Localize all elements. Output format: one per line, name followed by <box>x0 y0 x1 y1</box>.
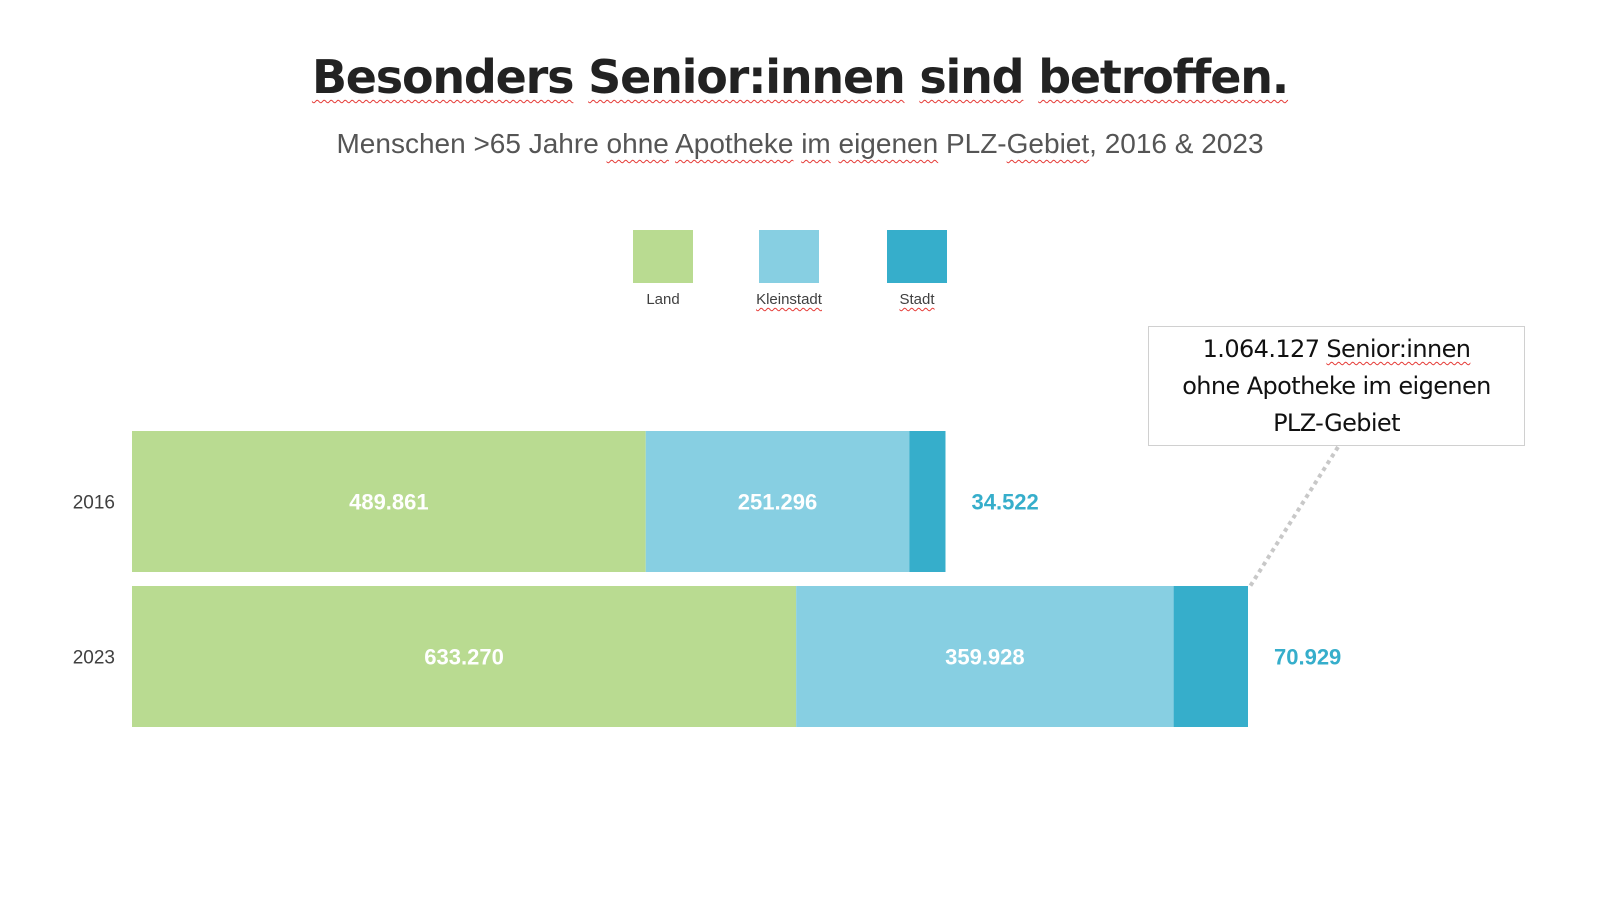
legend-item-kleinstadt: Kleinstadt <box>729 230 849 308</box>
subtitle-part: eigenen <box>838 128 939 159</box>
subtitle-part: ohne <box>606 128 669 159</box>
data-label-stadt-2023: 70.929 <box>1274 645 1341 670</box>
data-label-stadt-2016: 34.522 <box>971 490 1038 515</box>
category-label: 2023 <box>73 648 115 669</box>
bar-segment-land-2016 <box>132 431 646 572</box>
data-label-land-2023: 633.270 <box>424 645 504 670</box>
data-label-land-2016: 489.861 <box>349 490 429 515</box>
legend-label-land: Land <box>646 291 680 308</box>
title-word: sind <box>919 50 1024 104</box>
bar-segment-land-2023 <box>132 586 797 727</box>
bar-segment-stadt-2023 <box>1173 586 1248 727</box>
legend-item-stadt: Stadt <box>857 230 977 308</box>
total-callout: 1.064.127 Senior:innen ohne Apotheke im … <box>1148 326 1525 446</box>
subtitle-part: PLZ- <box>938 128 1007 159</box>
bars-group: 2016 489.861 251.296 34.522 2023 633.270 359.9… <box>73 431 1341 727</box>
legend-swatch-kleinstadt <box>759 230 819 283</box>
subtitle-part: Apotheke <box>675 128 794 159</box>
subtitle-part: im <box>801 128 831 159</box>
chart-subtitle: Menschen >65 Jahre ohne Apotheke im eige… <box>0 128 1600 160</box>
legend-item-land: Land <box>603 230 723 308</box>
callout-line-1: 1.064.127 Senior:innen <box>1149 331 1524 368</box>
callout-line-3: PLZ-Gebiet <box>1273 409 1400 437</box>
data-label-kleinstadt-2023: 359.928 <box>945 645 1025 670</box>
callout-total: 1.064.127 <box>1202 335 1320 363</box>
callout-leader-line <box>1247 445 1340 590</box>
subtitle-part: , 2016 & 2023 <box>1089 128 1264 159</box>
callout-word: Senior:innen <box>1326 335 1471 363</box>
data-label-kleinstadt-2016: 251.296 <box>738 490 818 515</box>
bar-segment-stadt-2016 <box>909 431 946 572</box>
chart-title: Besonders Senior:innen sind betroffen. <box>0 50 1600 104</box>
title-word: Senior:innen <box>588 50 906 104</box>
bar-segment-kleinstadt-2016 <box>645 431 910 572</box>
title-word: betroffen. <box>1038 50 1289 104</box>
subtitle-part: Menschen >65 Jahre <box>336 128 607 159</box>
bar-segment-kleinstadt-2023 <box>796 586 1174 727</box>
category-label: 2016 <box>73 493 115 514</box>
title-word: Besonders <box>311 50 575 104</box>
legend-label-text: Stadt <box>899 291 935 308</box>
legend-swatch-land <box>633 230 693 283</box>
subtitle-part: Gebiet <box>1006 128 1090 159</box>
legend-swatch-stadt <box>887 230 947 283</box>
legend-label-kleinstadt: Kleinstadt <box>729 291 849 308</box>
legend-label-stadt: Stadt <box>857 291 977 308</box>
legend-label-text: Kleinstadt <box>756 291 822 308</box>
callout-line-2: ohne Apotheke im eigenen <box>1182 372 1491 400</box>
